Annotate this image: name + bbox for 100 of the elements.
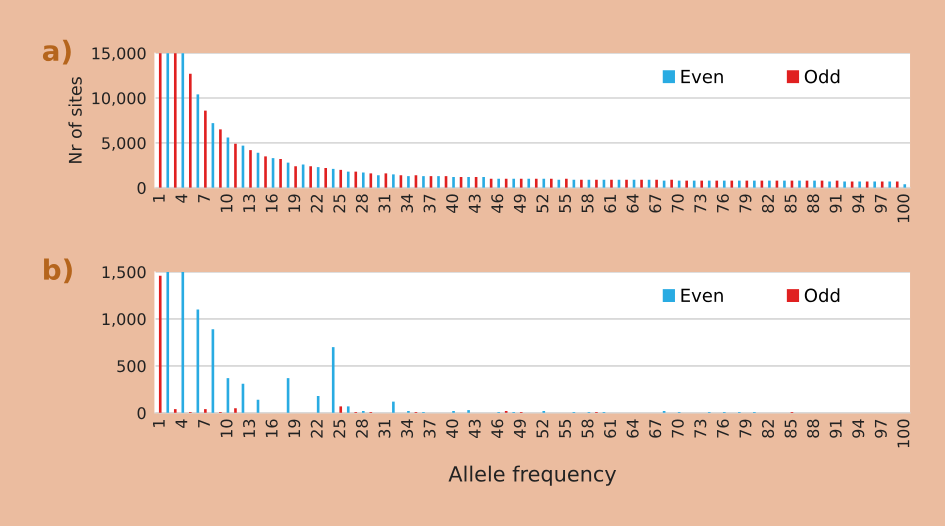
bar: [377, 175, 380, 188]
bar: [407, 176, 410, 188]
bar: [746, 180, 748, 188]
x-tick-label: 88: [807, 420, 820, 438]
bar: [286, 378, 290, 413]
x-tick-label: 28: [356, 420, 368, 438]
x-tick-label: 91: [830, 194, 842, 213]
bar: [730, 180, 734, 188]
x-tick-label: 25: [333, 194, 346, 212]
x-tick-label: 43: [468, 194, 481, 213]
y-tick-label: 1,500: [102, 266, 146, 280]
x-tick-label: 1: [153, 194, 165, 202]
bar: [256, 152, 260, 188]
bar: [226, 138, 230, 188]
x-tick-label: 10: [220, 194, 233, 212]
x-tick-label: 49: [514, 420, 526, 438]
bar: [234, 408, 237, 413]
bar: [858, 182, 861, 188]
bar: [354, 172, 358, 188]
bar: [467, 177, 470, 188]
x-tick-label: 22: [310, 194, 323, 212]
bar: [309, 166, 312, 188]
x-tick-label: 19: [288, 194, 300, 212]
bar: [219, 129, 222, 188]
legend-label: Odd: [804, 69, 840, 84]
bar: [692, 180, 696, 188]
bar: [618, 180, 620, 188]
y-tick-label: 5,000: [102, 137, 146, 151]
x-tick-label: 70: [672, 194, 684, 212]
bar: [384, 173, 388, 188]
x-tick-label: 46: [491, 419, 504, 438]
bar: [798, 180, 801, 188]
bar: [316, 167, 320, 188]
x-tick-label: 40: [446, 420, 458, 438]
x-tick-label: 76: [716, 194, 729, 212]
bar: [768, 180, 771, 188]
bar: [685, 180, 688, 188]
x-tick-label: 70: [672, 420, 684, 438]
x-tick-label: 97: [874, 420, 887, 438]
bar: [903, 184, 906, 188]
x-tick-label: 55: [559, 194, 571, 212]
bar: [189, 74, 192, 188]
bar: [272, 158, 274, 188]
y-tick-label: 15,000: [92, 47, 146, 62]
x-axis-title: Allele frequency: [448, 466, 616, 486]
legend-label: Even: [681, 70, 723, 84]
x-tick-label: 4: [176, 419, 188, 428]
bar: [648, 180, 650, 188]
bar: [196, 310, 200, 413]
x-tick-label: 25: [333, 420, 346, 438]
bar: [226, 378, 230, 413]
x-tick-label: 67: [649, 194, 662, 213]
x-tick-label: 85: [784, 420, 797, 438]
bar: [820, 180, 824, 188]
bar: [888, 182, 892, 188]
bar: [302, 164, 304, 188]
y-tick-label: 1,000: [102, 313, 146, 327]
x-tick-label: 1: [153, 420, 165, 427]
bar: [776, 180, 778, 188]
x-tick-label: 34: [400, 419, 414, 438]
bar: [444, 176, 448, 188]
bar: [452, 177, 455, 188]
x-tick-label: 16: [266, 194, 278, 212]
bar: [678, 180, 680, 188]
x-tick-label: 13: [243, 420, 256, 438]
x-tick-label: 52: [536, 420, 548, 438]
bar: [158, 53, 162, 188]
x-tick-label: 85: [784, 194, 797, 213]
x-tick-label: 61: [604, 420, 616, 438]
x-tick-label: 34: [400, 194, 414, 212]
bar: [558, 180, 560, 188]
bar: [392, 402, 395, 413]
x-tick-label: 82: [762, 420, 774, 438]
x-tick-label: 100: [897, 194, 910, 222]
x-tick-label: 13: [243, 194, 256, 212]
x-tick-label: 43: [468, 420, 481, 438]
bar: [400, 175, 402, 188]
bar: [836, 180, 838, 188]
x-tick-label: 94: [852, 419, 864, 438]
x-tick-label: 31: [378, 420, 390, 438]
x-tick-label: 46: [491, 194, 504, 213]
x-tick-label: 67: [649, 420, 662, 438]
x-tick-label: 28: [356, 194, 368, 212]
bar: [783, 180, 786, 188]
x-tick-label: 88: [807, 194, 820, 213]
bar: [806, 180, 808, 188]
x-tick-label: 40: [446, 194, 458, 213]
bar: [588, 180, 590, 188]
bar: [324, 168, 328, 188]
y-tick-label: 10,000: [92, 92, 146, 106]
bar: [316, 396, 320, 413]
y-tick-label: 0: [138, 407, 146, 420]
x-tick-label: 64: [626, 419, 639, 438]
x-tick-label: 79: [739, 420, 752, 438]
bar: [332, 168, 335, 188]
bar: [279, 159, 282, 188]
bar: [866, 182, 868, 188]
bar: [880, 182, 884, 188]
bar: [430, 176, 432, 188]
y-axis-title: Nr of sites: [68, 77, 82, 163]
